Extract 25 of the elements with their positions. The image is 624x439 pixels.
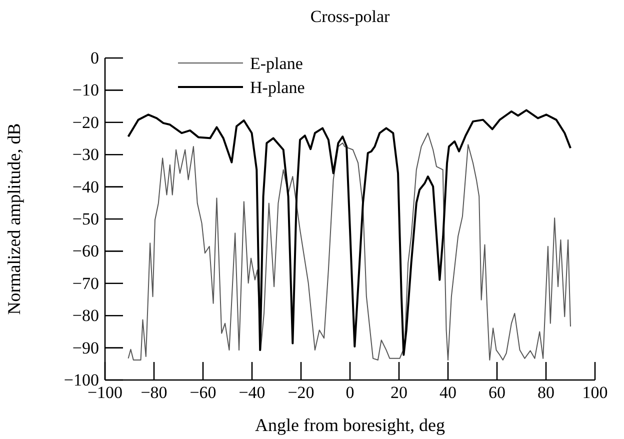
x-tick-label: 80	[538, 383, 554, 402]
y-tick-label: −10	[72, 80, 99, 100]
y-tick-label: −90	[72, 338, 99, 358]
x-tick-label: 40	[440, 383, 456, 402]
x-tick-label: −40	[238, 383, 266, 402]
x-tick-label: −20	[288, 383, 314, 402]
y-tick-label: −40	[72, 177, 99, 196]
x-tick-label: 60	[488, 383, 506, 402]
x-tick-label: −80	[140, 383, 168, 402]
x-tick-label: 0	[346, 383, 354, 402]
y-axis-title: Normalized amplitude, dB	[4, 123, 24, 315]
y-tick-label: −70	[72, 274, 99, 293]
legend-label: E-plane	[250, 54, 303, 73]
chart-title: Cross-polar	[310, 7, 390, 26]
y-tick-label: −50	[72, 209, 99, 228]
x-axis-title: Angle from boresight, deg	[255, 415, 445, 435]
y-tick-label: −80	[72, 306, 99, 326]
legend-label: H-plane	[250, 78, 305, 97]
x-tick-label: −60	[190, 383, 216, 402]
x-tick-label: 100	[582, 383, 608, 402]
y-tick-label: −20	[72, 112, 99, 132]
y-tick-label: 0	[90, 48, 99, 68]
x-tick-label: 20	[390, 383, 408, 402]
y-tick-label: −60	[72, 242, 99, 261]
y-tick-label: −30	[72, 145, 99, 164]
